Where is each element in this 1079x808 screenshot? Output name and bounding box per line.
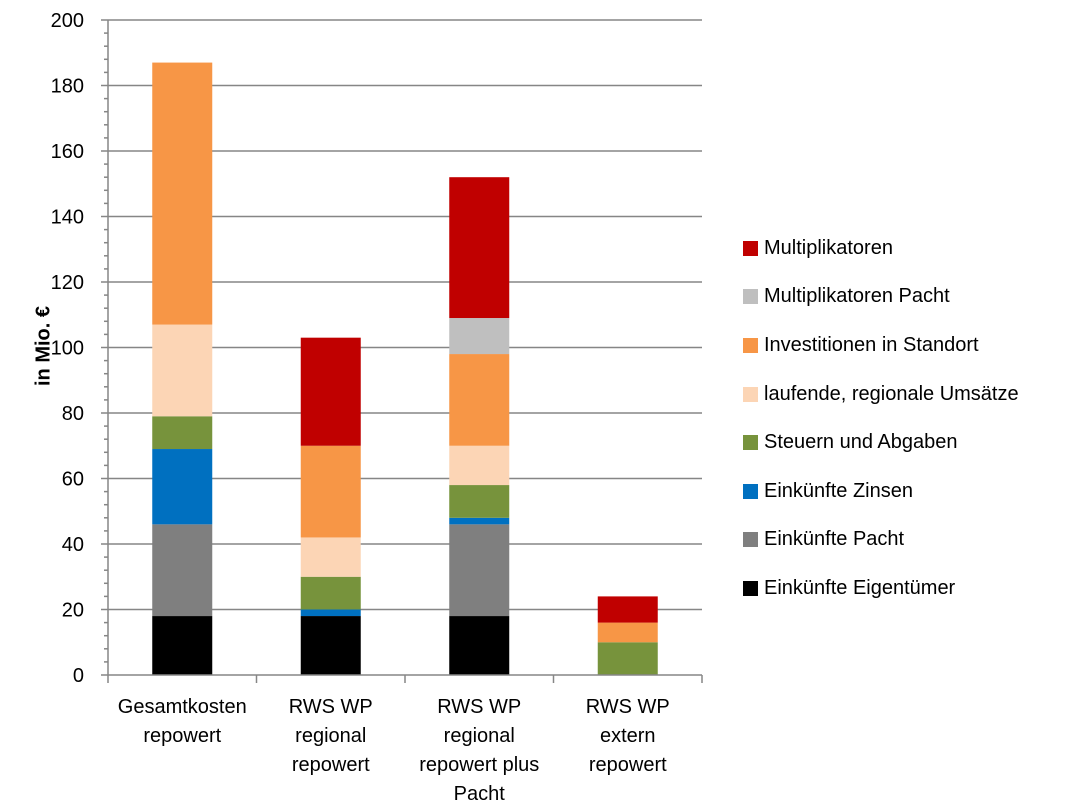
legend-item: Steuern und Abgaben [743,418,1019,467]
x-tick-label: RWS WP [437,696,521,718]
bar-segment [597,642,658,675]
legend-label: Einkünfte Pacht [764,528,905,551]
y-tick-label: 160 [51,141,84,163]
y-tick-label: 60 [62,469,84,491]
bar-segment [300,616,361,675]
x-tick-label: repowert [292,754,370,776]
y-axis-label: in Mio. € [32,306,55,386]
x-tick-label: repowert plus [419,754,539,776]
legend-label: Multiplikatoren Pacht [764,285,950,308]
bar-segment [449,177,510,319]
legend-swatch [743,386,758,402]
legend-item: Einkünfte Zinsen [743,467,1019,516]
bars [152,62,658,675]
legend-swatch [743,337,758,353]
legend-label: Einkünfte Zinsen [764,479,913,502]
bar-segment [300,537,361,577]
bar-segment [152,449,213,525]
bar-segment [152,616,213,675]
x-tick-label: regional [295,725,366,747]
bar-segment [152,324,213,417]
bar-segment [449,354,510,446]
legend-swatch [743,435,758,451]
bar-segment [449,524,510,617]
bar-segment [449,517,510,525]
bar-segment [449,616,510,675]
bar-segment [300,445,361,538]
legend-label: Multiplikatoren [764,236,893,259]
legend-label: Steuern und Abgaben [764,431,958,454]
y-tick-label: 120 [51,272,84,294]
legend-item: Investitionen in Standort [743,321,1019,370]
bar-segment [152,62,213,325]
x-tick-label: repowert [589,754,667,776]
y-tick-label: 180 [51,76,84,98]
legend-item: Einkünfte Eigentümer [743,564,1019,613]
legend-swatch [743,240,758,256]
legend-item: laufende, regionale Umsätze [743,370,1019,419]
y-tick-label: 100 [51,338,84,360]
x-tick-label: Gesamtkosten [118,696,247,718]
legend-label: Investitionen in Standort [764,333,979,356]
legend-swatch [743,289,758,305]
y-tick-label: 200 [51,10,84,32]
y-tick-label: 0 [73,665,84,687]
x-tick-label: extern [600,725,656,747]
x-tick-label: repowert [143,725,221,747]
bar-segment [300,576,361,610]
bar-segment [597,622,658,643]
bar-segment [152,416,213,450]
bar-segment [597,596,658,623]
legend-label: laufende, regionale Umsätze [764,382,1019,405]
bar-segment [300,609,361,617]
legend-label: Einkünfte Eigentümer [764,576,956,599]
bar-segment [300,337,361,446]
y-tick-label: 140 [51,207,84,229]
bar-segment [449,485,510,518]
x-tick-label: Pacht [454,783,506,803]
axes: 0 20 40 60 80 100 120 140 160 180 200 Gesamtkosten r… [51,10,703,805]
legend-swatch [743,580,758,596]
x-tick-label: regional [444,725,515,747]
bar-segment [449,445,510,486]
y-tick-label: 40 [62,534,84,556]
legend-item: Einkünfte Pacht [743,516,1019,565]
x-tick-label: RWS WP [289,696,373,718]
bar-segment [449,318,510,355]
x-tick-label: RWS WP [586,696,670,718]
legend-item: Multiplikatoren Pacht [743,273,1019,322]
y-tick-label: 20 [62,600,84,622]
bar-segment [152,524,213,617]
legend: Multiplikatoren Multiplikatoren Pacht Inve… [743,224,1019,613]
legend-item: Multiplikatoren [743,224,1019,273]
legend-swatch [743,483,758,499]
legend-swatch [743,532,758,548]
y-tick-label: 80 [62,403,84,425]
